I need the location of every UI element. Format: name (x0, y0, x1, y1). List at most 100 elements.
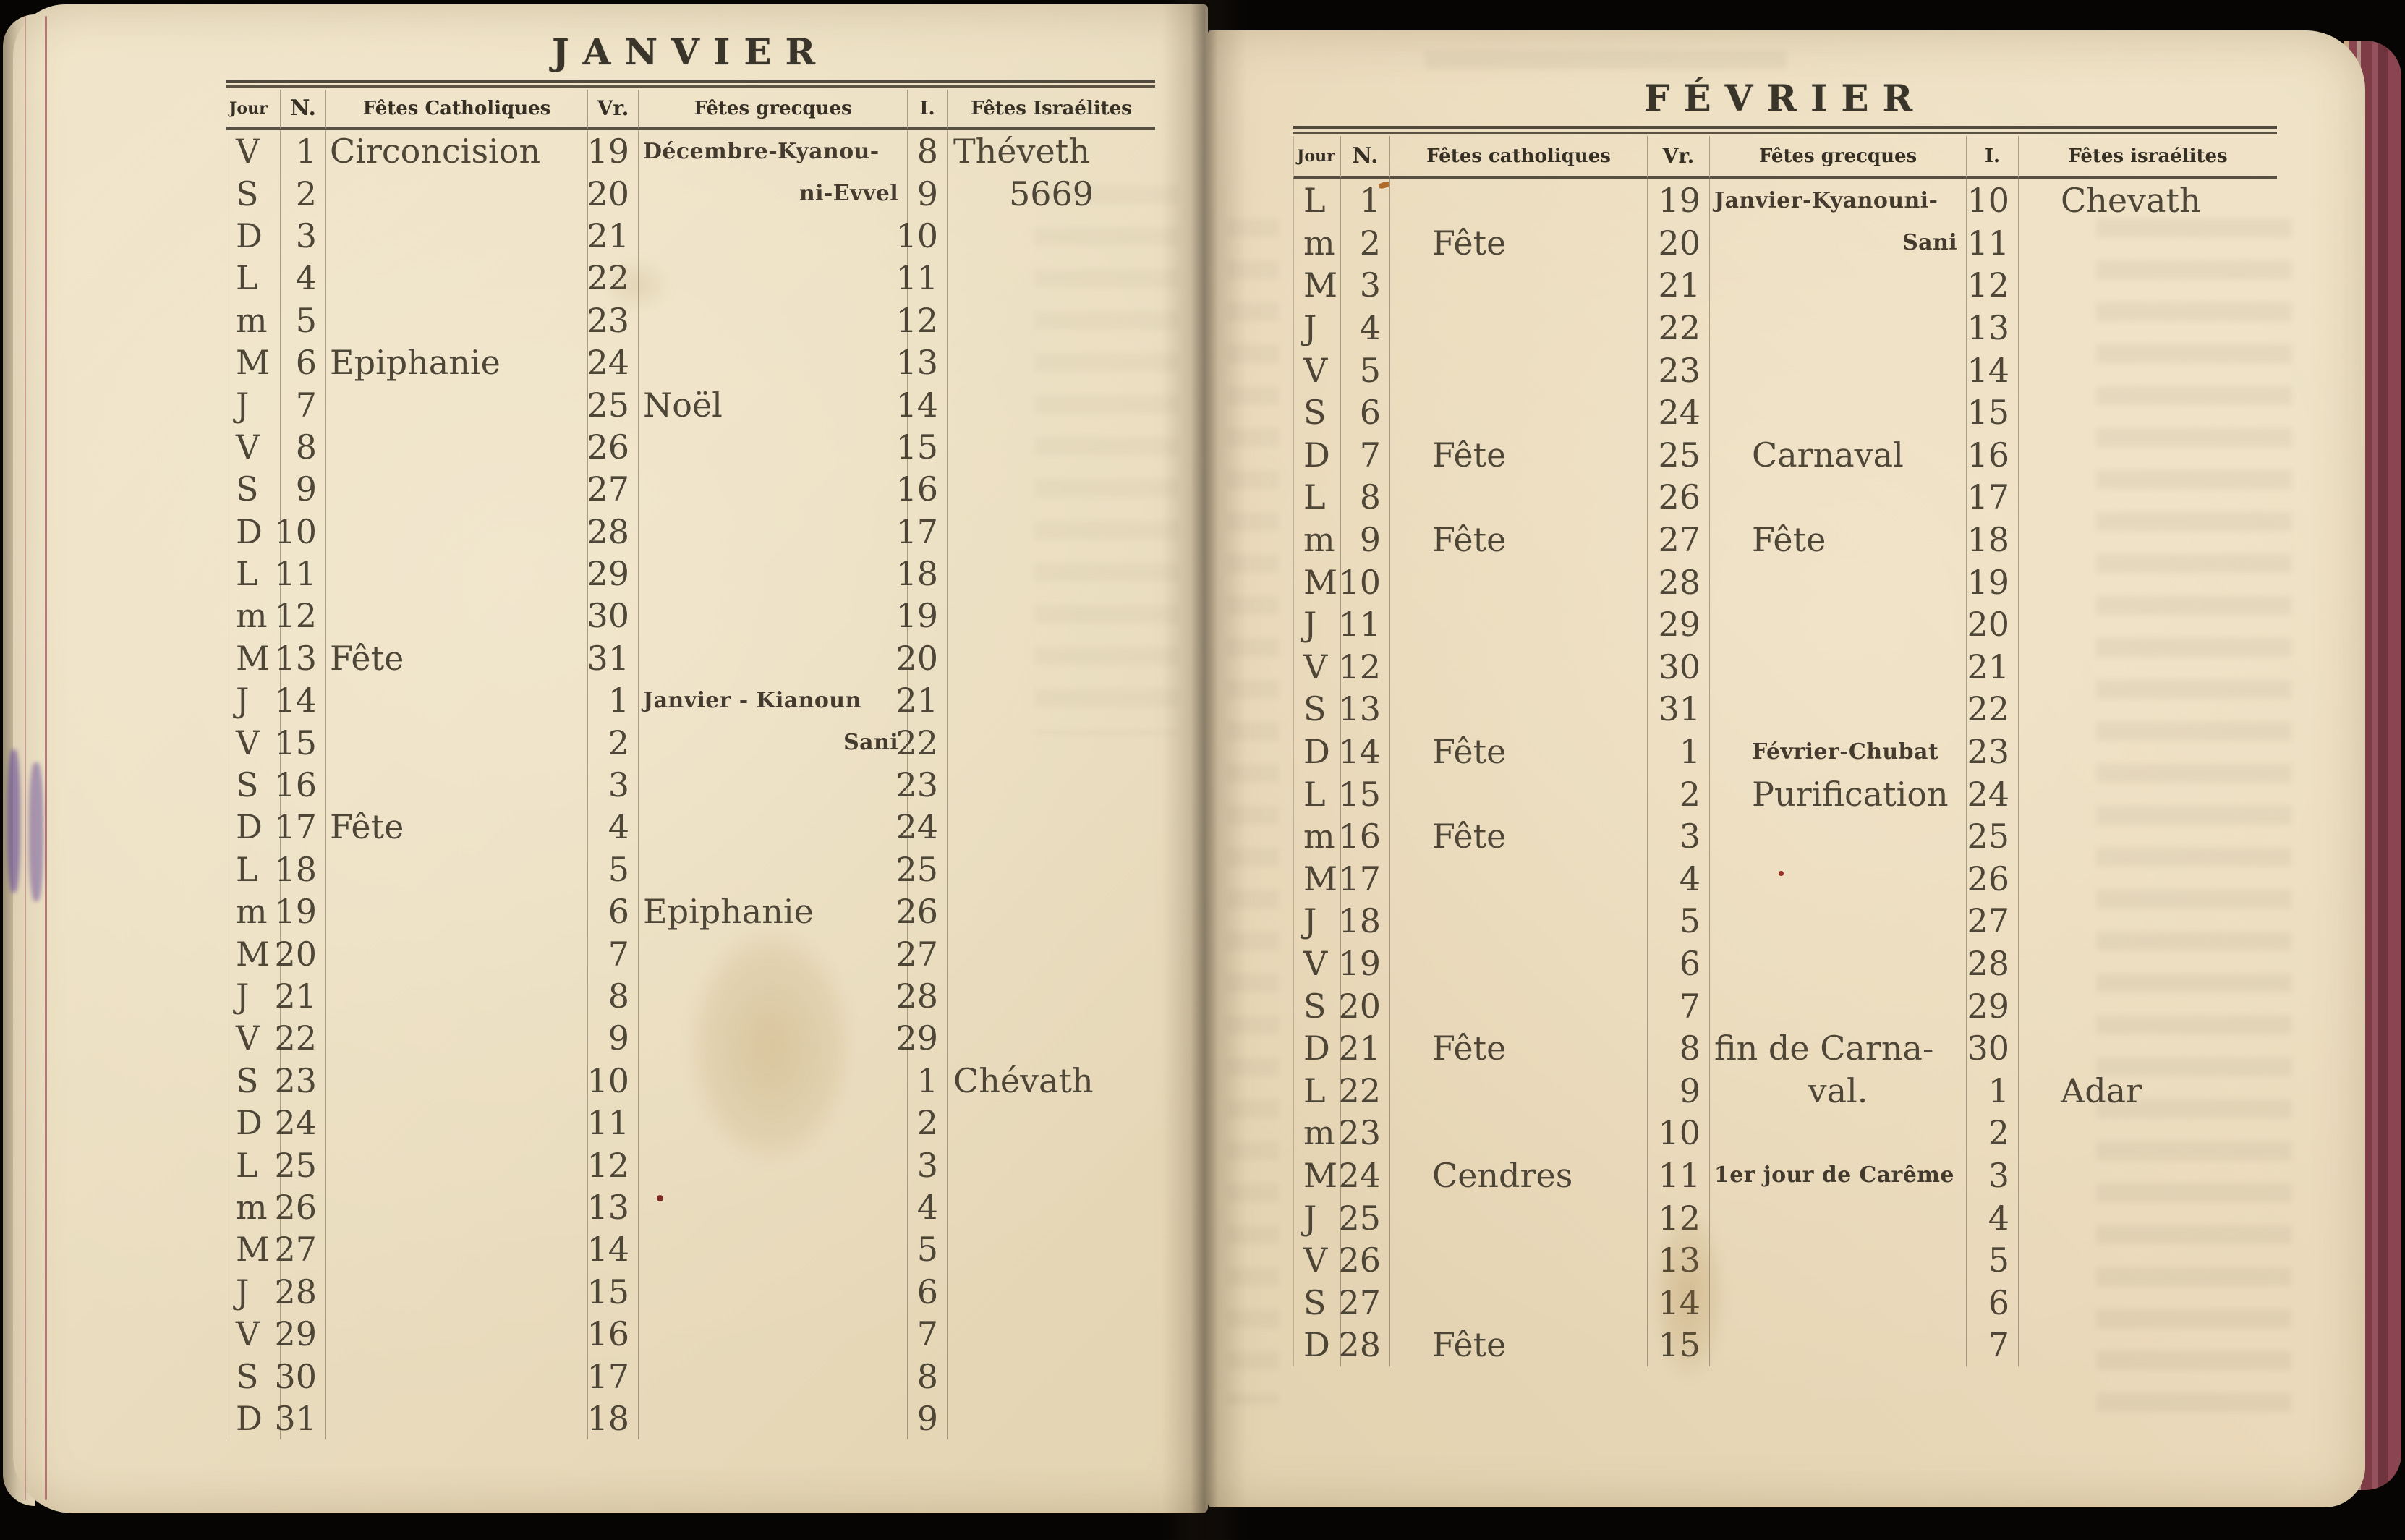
calendar-row: m 12 30 19 (226, 595, 1155, 637)
cell-greek-feast (638, 595, 907, 637)
calendar-row: V 5 23 14 (1293, 349, 2277, 391)
cell-catholic-feast (325, 1355, 587, 1398)
cell-israelite-day-number: 24 (895, 806, 947, 848)
cell-civil-day-number: 28 (1338, 1324, 1389, 1366)
cell-day-letter: D (1293, 1026, 1340, 1070)
cell-greek-feast (638, 552, 907, 595)
calendar-row: J 4 22 13 (1293, 306, 2277, 349)
cell-israelite-day-number: 25 (895, 848, 947, 891)
cell-israelite-feast (947, 299, 1155, 341)
column-header-row: Jour N. Fêtes catholiques Vr. Fêtes grecques… (1293, 136, 2277, 179)
cell-day-letter: L (226, 1144, 280, 1186)
cell-day-letter: L (1293, 476, 1340, 519)
cell-catholic-feast (325, 848, 587, 891)
cell-catholic-feast (325, 974, 587, 1018)
cell-greek-day-number: 19 (1647, 179, 1709, 222)
cell-catholic-feast: Fête (1389, 221, 1647, 265)
cell-israelite-feast (2018, 1324, 2277, 1366)
cell-israelite-day-number: 10 (1966, 179, 2018, 222)
red-margin-line-outer (25, 16, 26, 1500)
cell-catholic-feast (325, 721, 587, 764)
cell-greek-feast (1709, 814, 1966, 858)
cell-civil-day-number: 4 (280, 257, 325, 299)
cell-greek-day-number: 8 (587, 974, 638, 1018)
cell-greek-day-number: 9 (1647, 1069, 1709, 1113)
cell-israelite-day-number: 27 (895, 932, 947, 975)
cell-israelite-feast (947, 1312, 1155, 1356)
cell-greek-day-number: 6 (1647, 942, 1709, 985)
cell-israelite-feast (2018, 942, 2277, 985)
cell-civil-day-number: 30 (274, 1355, 325, 1398)
cell-day-letter: J (1293, 603, 1340, 646)
cell-israelite-feast (947, 806, 1155, 848)
cell-civil-day-number: 11 (274, 552, 325, 595)
cell-greek-day-number: 14 (1647, 1281, 1709, 1324)
cell-civil-day-number: 19 (1338, 942, 1389, 985)
column-header-israelite: Fêtes israélites (2018, 136, 2277, 179)
cell-day-letter: S (1293, 1281, 1340, 1324)
cell-israelite-feast (947, 1186, 1155, 1229)
cell-israelite-feast (2018, 773, 2277, 815)
calendar-row: S 23 10 1 Chévath (226, 1059, 1155, 1102)
cell-catholic-feast (1389, 1238, 1647, 1282)
cell-catholic-feast: Fête (1389, 518, 1647, 561)
cell-day-letter: V (226, 1312, 280, 1356)
cell-catholic-feast (1389, 688, 1647, 731)
cell-day-letter: S (1293, 391, 1340, 434)
cell-greek-day-number: 23 (1647, 349, 1709, 391)
cell-israelite-day-number: 7 (1966, 1324, 2018, 1366)
calendar-row: S 30 17 8 (226, 1355, 1155, 1398)
cell-israelite-feast (2018, 603, 2277, 646)
cell-israelite-feast (2018, 518, 2277, 561)
cell-greek-feast (1709, 857, 1966, 901)
cell-day-letter: V (226, 130, 280, 173)
calendar-row: m 9 Fête 27 Fête 18 (1293, 518, 2277, 561)
cell-israelite-day-number: 13 (1966, 306, 2018, 349)
column-header-jour: Jour (1293, 136, 1340, 179)
calendar-row: J 25 12 4 (1293, 1196, 2277, 1239)
cell-israelite-day-number: 23 (895, 763, 947, 807)
calendar-row: V 26 13 5 (1293, 1238, 2277, 1282)
cell-civil-day-number: 9 (1340, 518, 1389, 561)
cell-israelite-day-number: 28 (1966, 942, 2018, 985)
cell-greek-feast (1709, 942, 1966, 985)
ink-bleed-ghosting (1425, 51, 1787, 80)
calendar-row: L 15 2 Purification 24 (1293, 773, 2277, 815)
cell-catholic-feast (325, 1101, 587, 1144)
cell-greek-feast (638, 1270, 907, 1313)
cell-greek-day-number: 12 (1647, 1196, 1709, 1239)
cell-civil-day-number: 14 (274, 679, 325, 722)
calendar-row: L 8 26 17 (1293, 476, 2277, 519)
cell-greek-day-number: 27 (587, 468, 638, 511)
cell-israelite-day-number: 6 (907, 1270, 947, 1313)
cell-day-letter: V (226, 721, 280, 764)
cell-greek-feast (638, 214, 907, 258)
cell-greek-feast (638, 974, 907, 1018)
cell-israelite-feast (947, 932, 1155, 975)
cell-israelite-day-number: 19 (895, 595, 947, 637)
cell-greek-day-number: 29 (587, 552, 638, 595)
cell-catholic-feast (1389, 984, 1647, 1027)
column-header-i: I. (1966, 136, 2018, 179)
cell-greek-feast (1709, 984, 1966, 1027)
cell-greek-day-number: 20 (587, 172, 638, 215)
cell-greek-day-number: 15 (587, 1270, 638, 1313)
cell-catholic-feast (1389, 1069, 1647, 1113)
cell-civil-day-number: 14 (1338, 730, 1389, 773)
cell-israelite-day-number: 11 (895, 257, 947, 299)
cell-israelite-feast (947, 721, 1155, 764)
cell-israelite-feast (947, 468, 1155, 511)
cell-catholic-feast (1389, 857, 1647, 901)
cell-day-letter: V (1293, 645, 1340, 689)
cell-civil-day-number: 13 (274, 637, 325, 680)
cell-catholic-feast (325, 214, 587, 258)
cell-greek-feast: Carnaval (1709, 433, 1966, 477)
cell-catholic-feast (325, 1397, 587, 1440)
calendar-row: S 2 20 ni-Evvel 9 5669 (226, 172, 1155, 215)
cell-israelite-feast (2018, 730, 2277, 773)
cell-greek-feast: Décembre-Kyanou- (638, 130, 907, 173)
cell-israelite-feast (2018, 900, 2277, 943)
cell-israelite-day-number: 15 (1966, 391, 2018, 434)
cell-greek-feast: Noël (638, 383, 907, 426)
cell-greek-feast (1709, 349, 1966, 391)
